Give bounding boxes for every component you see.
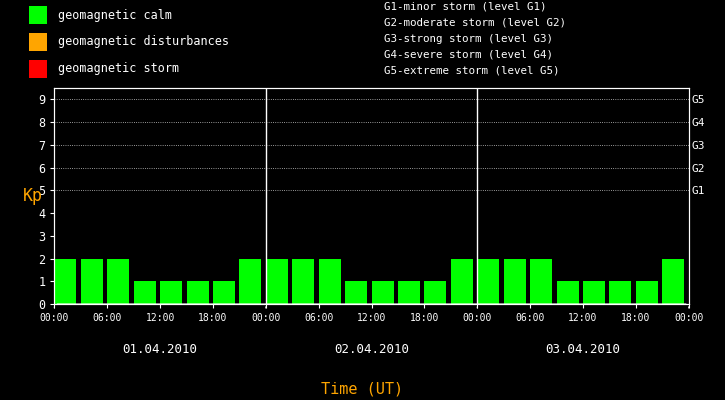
Text: geomagnetic storm: geomagnetic storm — [58, 62, 179, 75]
Bar — [371, 281, 394, 304]
Bar — [504, 258, 526, 304]
Bar — [557, 281, 579, 304]
Text: geomagnetic calm: geomagnetic calm — [58, 9, 172, 22]
Text: G5-extreme storm (level G5): G5-extreme storm (level G5) — [384, 66, 560, 76]
Text: 02.04.2010: 02.04.2010 — [334, 343, 409, 356]
Bar — [29, 33, 47, 51]
Text: geomagnetic disturbances: geomagnetic disturbances — [58, 36, 229, 48]
Text: G2-moderate storm (level G2): G2-moderate storm (level G2) — [384, 18, 566, 28]
Bar — [133, 281, 156, 304]
Bar — [29, 60, 47, 78]
Bar — [610, 281, 631, 304]
Bar — [530, 258, 552, 304]
Bar — [107, 258, 129, 304]
Bar — [80, 258, 103, 304]
Bar — [213, 281, 235, 304]
Bar — [583, 281, 605, 304]
Bar — [186, 281, 209, 304]
Bar — [663, 258, 684, 304]
Text: 03.04.2010: 03.04.2010 — [545, 343, 621, 356]
Bar — [451, 258, 473, 304]
Bar — [477, 258, 500, 304]
Bar — [319, 258, 341, 304]
Bar — [292, 258, 315, 304]
Bar — [636, 281, 658, 304]
Bar — [54, 258, 76, 304]
Text: G4-severe storm (level G4): G4-severe storm (level G4) — [384, 50, 553, 60]
Text: G1-minor storm (level G1): G1-minor storm (level G1) — [384, 2, 547, 12]
Bar — [266, 258, 288, 304]
Text: Time (UT): Time (UT) — [321, 381, 404, 396]
Bar — [345, 281, 367, 304]
Bar — [239, 258, 262, 304]
Text: G3-strong storm (level G3): G3-strong storm (level G3) — [384, 34, 553, 44]
Bar — [398, 281, 420, 304]
Bar — [424, 281, 447, 304]
Y-axis label: Kp: Kp — [22, 187, 43, 205]
Text: 01.04.2010: 01.04.2010 — [123, 343, 198, 356]
Bar — [160, 281, 182, 304]
Bar — [29, 6, 47, 24]
